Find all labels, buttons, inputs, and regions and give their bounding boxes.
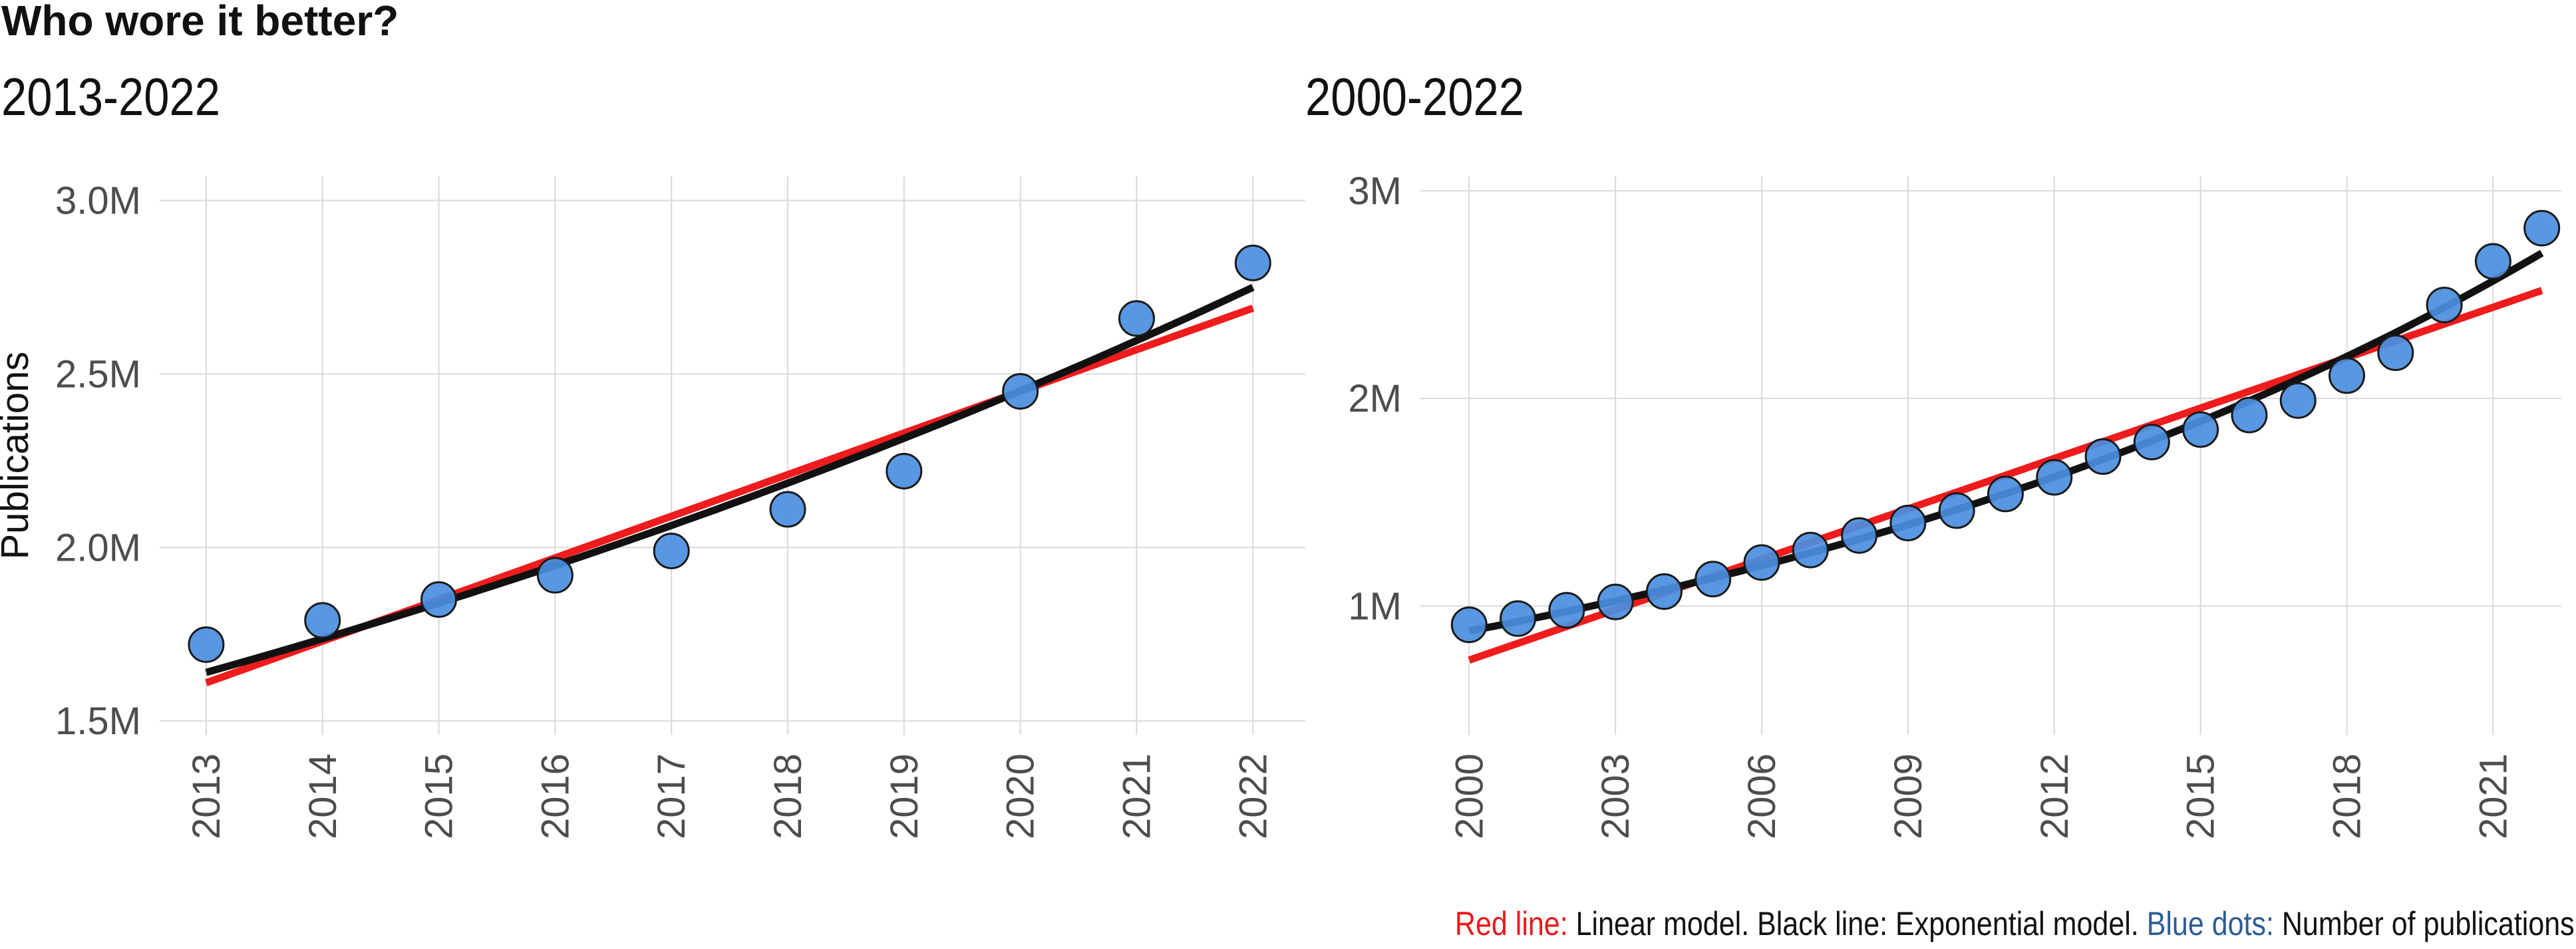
left-chart-panel: 1.5M 2.0M 2.5M 3.0M 2013 2014 2015 2016 2017 2018… [0, 176, 1305, 839]
caption-blue-dots-label: Blue dots: [2147, 905, 2275, 942]
y-tick-label: 2.0M [55, 526, 141, 569]
x-tick-label: 2016 [534, 753, 577, 839]
publication-data-point [2084, 438, 2122, 475]
x-tick-label: 2018 [766, 753, 810, 839]
publication-data-point [1743, 544, 1780, 581]
publication-data-point [886, 452, 923, 489]
publication-data-point [2329, 357, 2366, 394]
publication-data-point [2474, 243, 2511, 280]
x-tick-label: 2017 [650, 753, 693, 839]
publication-data-point [2426, 287, 2463, 324]
x-tick-label: 2009 [1887, 753, 1930, 839]
publication-data-point [1938, 492, 1975, 529]
exponential-model-line [205, 284, 1255, 676]
publication-data-point [1234, 244, 1271, 281]
y-tick-label: 1M [1348, 585, 1402, 628]
exponential-model-line [1468, 249, 2544, 635]
publication-data-point [2182, 411, 2219, 448]
publication-data-point [2279, 382, 2317, 419]
x-tick-label: 2019 [883, 753, 926, 839]
x-tick-label: 2018 [2326, 753, 2369, 839]
y-tick-label: 2.5M [55, 352, 141, 396]
publication-data-point [1987, 475, 2024, 513]
publication-data-point [2036, 459, 2073, 496]
x-tick-label: 2000 [1448, 753, 1491, 839]
publication-data-point [2133, 424, 2170, 461]
publication-data-point [188, 626, 225, 663]
publication-data-point [2377, 334, 2414, 371]
publication-data-point [1002, 372, 1039, 410]
publication-data-point [536, 557, 573, 594]
x-tick-label: 2021 [2472, 753, 2515, 839]
right-chart-panel: 1M 2M 3M 2000 2003 2006 2009 2012 2015 2018 2021 [1348, 170, 2561, 839]
y-tick-label: 3M [1348, 170, 1402, 213]
y-tick-label: 1.5M [55, 700, 141, 743]
publication-data-point [1792, 531, 1829, 569]
chart-caption: Red line: Linear model. Black line: Expo… [1455, 904, 2575, 943]
publication-data-point [1450, 606, 1488, 643]
x-tick-label: 2003 [1594, 753, 1637, 839]
publication-data-point [1548, 592, 1585, 629]
publication-data-point [2523, 209, 2561, 247]
y-tick-label: 3.0M [55, 180, 141, 223]
publication-data-point [1645, 573, 1683, 610]
right-panel-title: 2000-2022 [1305, 67, 1525, 126]
publication-data-point [420, 581, 458, 618]
publication-data-point [1500, 600, 1537, 637]
chart-main-title: Who wore it better? [1, 0, 399, 45]
y-axis-label: Publications [0, 352, 37, 560]
publication-data-point [1841, 517, 1878, 554]
x-tick-label: 2012 [2033, 753, 2076, 839]
x-tick-label: 2020 [999, 753, 1043, 839]
caption-publications-text: Number of publications [2274, 905, 2575, 942]
caption-model-text: Linear model. Black line: Exponential mo… [1567, 905, 2148, 942]
publication-data-point [1118, 300, 1156, 337]
x-tick-label: 2015 [418, 753, 461, 839]
caption-red-line-label: Red line: [1455, 905, 1568, 942]
publication-data-point [1694, 561, 1732, 598]
publication-data-point [769, 491, 806, 528]
x-tick-label: 2022 [1231, 753, 1275, 839]
x-tick-label: 2021 [1116, 753, 1159, 839]
x-tick-label: 2014 [301, 753, 345, 839]
x-tick-label: 2015 [2179, 753, 2223, 839]
x-tick-label: 2006 [1740, 753, 1784, 839]
publication-data-point [1597, 583, 1634, 620]
x-tick-label: 2013 [185, 753, 228, 839]
publication-data-point [2231, 396, 2268, 434]
publication-data-point [304, 602, 341, 639]
y-tick-label: 2M [1348, 377, 1402, 420]
publication-data-point [1889, 504, 1927, 541]
publication-data-point [653, 532, 690, 569]
left-panel-title: 2013-2022 [1, 67, 221, 126]
